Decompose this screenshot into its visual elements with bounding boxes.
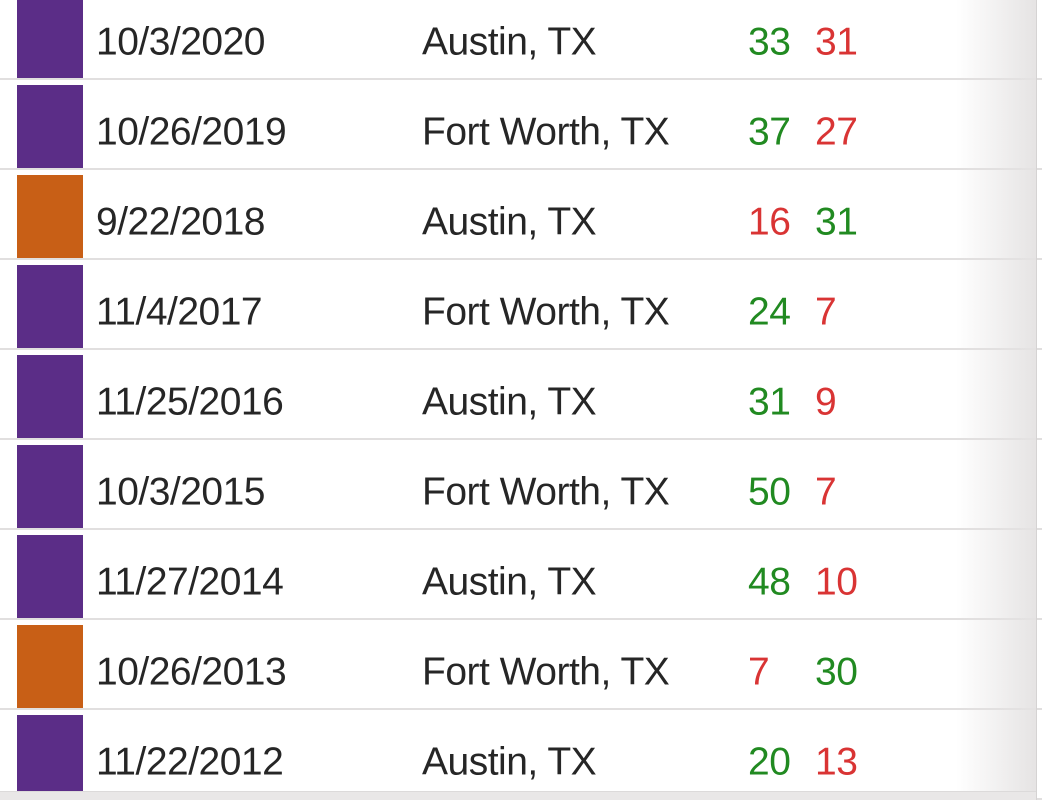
- score-right: 30: [815, 650, 858, 694]
- winner-color-block: [17, 535, 83, 618]
- score-left: 50: [748, 470, 791, 514]
- score-right: 31: [815, 20, 858, 64]
- game-location: Fort Worth, TX: [422, 110, 670, 154]
- game-row[interactable]: 9/22/2018 Austin, TX 16 31: [0, 170, 1042, 260]
- game-date: 9/22/2018: [96, 200, 266, 244]
- score-right: 13: [815, 740, 858, 784]
- winner-color-block: [17, 715, 83, 798]
- game-row[interactable]: 11/25/2016 Austin, TX 31 9: [0, 350, 1042, 440]
- score-left: 24: [748, 290, 791, 334]
- game-row[interactable]: 11/22/2012 Austin, TX 20 13: [0, 710, 1042, 800]
- game-location: Fort Worth, TX: [422, 470, 670, 514]
- winner-color-block: [17, 625, 83, 708]
- score-left: 31: [748, 380, 791, 424]
- winner-color-block: [17, 175, 83, 258]
- score-right: 9: [815, 380, 837, 424]
- game-date: 11/22/2012: [96, 740, 284, 784]
- game-row[interactable]: 10/26/2013 Fort Worth, TX 7 30: [0, 620, 1042, 710]
- game-location: Austin, TX: [422, 200, 597, 244]
- game-location: Austin, TX: [422, 560, 597, 604]
- game-location: Austin, TX: [422, 740, 597, 784]
- score-left: 20: [748, 740, 791, 784]
- game-location: Austin, TX: [422, 380, 597, 424]
- score-left: 33: [748, 20, 791, 64]
- game-row[interactable]: 10/26/2019 Fort Worth, TX 37 27: [0, 80, 1042, 170]
- score-right: 10: [815, 560, 858, 604]
- score-right: 31: [815, 200, 858, 244]
- game-row[interactable]: 10/3/2015 Fort Worth, TX 50 7: [0, 440, 1042, 530]
- game-row[interactable]: 11/4/2017 Fort Worth, TX 24 7: [0, 260, 1042, 350]
- winner-color-block: [17, 445, 83, 528]
- game-date: 11/4/2017: [96, 290, 263, 334]
- winner-color-block: [17, 265, 83, 348]
- score-right: 7: [815, 290, 837, 334]
- score-left: 37: [748, 110, 791, 154]
- score-left: 48: [748, 560, 791, 604]
- game-row[interactable]: 10/3/2020 Austin, TX 33 31: [0, 0, 1042, 80]
- score-right: 7: [815, 470, 837, 514]
- game-location: Fort Worth, TX: [422, 290, 670, 334]
- score-left: 16: [748, 200, 791, 244]
- score-left: 7: [748, 650, 770, 694]
- game-location: Fort Worth, TX: [422, 650, 670, 694]
- game-date: 11/27/2014: [96, 560, 284, 604]
- winner-color-block: [17, 355, 83, 438]
- game-date: 10/3/2015: [96, 470, 266, 514]
- winner-color-block: [17, 0, 83, 78]
- game-date: 11/25/2016: [96, 380, 284, 424]
- game-location: Austin, TX: [422, 20, 597, 64]
- game-date: 10/3/2020: [96, 20, 266, 64]
- game-date: 10/26/2019: [96, 110, 287, 154]
- winner-color-block: [17, 85, 83, 168]
- game-date: 10/26/2013: [96, 650, 287, 694]
- score-right: 27: [815, 110, 858, 154]
- game-row[interactable]: 11/27/2014 Austin, TX 48 10: [0, 530, 1042, 620]
